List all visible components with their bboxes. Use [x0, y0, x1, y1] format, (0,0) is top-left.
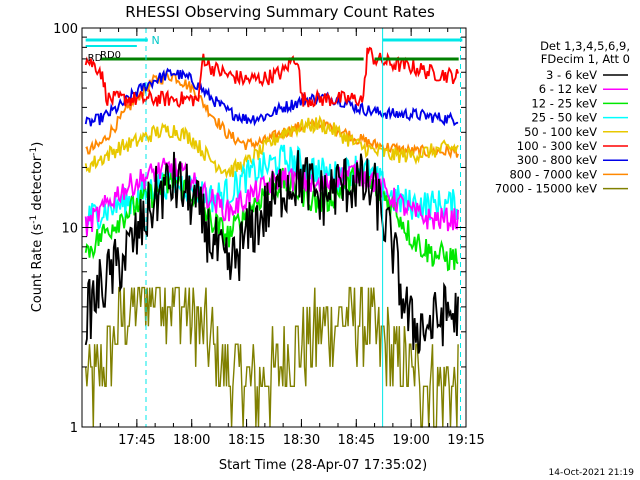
series-line-8 [85, 70, 459, 159]
x-tick-label-3: 18:15 [228, 433, 265, 448]
legend-label-1: 3 - 6 keV [546, 68, 597, 82]
y-tick-label-1: 1 [70, 421, 78, 436]
legend-label-8: 800 - 7000 keV [509, 167, 597, 181]
chart-title: RHESSI Observing Summary Count Rates [125, 3, 435, 21]
x-axis-label: Start Time (28-Apr-07 17:35:02) [219, 458, 427, 473]
series-line-7 [84, 67, 459, 127]
axis-ticks: 17:45 18:00 18:15 18:30 18:45 19:00 19:15 1 10 10… [53, 22, 485, 448]
footer-timestamp: 14-Oct-2021 21:19 [549, 468, 635, 478]
x-tick-label-7: 19:15 [447, 433, 484, 448]
night-flag-label: N [151, 34, 159, 47]
y-axis-label-part-1: Count Rate (s [30, 224, 45, 313]
x-tick-label-4: 18:30 [283, 433, 320, 448]
y-tick-label-2: 10 [61, 222, 78, 237]
legend-label-9: 7000 - 15000 keV [495, 182, 597, 196]
legend-label-4: 25 - 50 keV [531, 111, 597, 125]
series-line-6 [84, 46, 459, 108]
rd-flag-label: RD [88, 53, 103, 64]
series-line-9 [85, 286, 459, 428]
x-tick-label-1: 17:45 [118, 433, 155, 448]
x-tick-label-5: 18:45 [338, 433, 375, 448]
series-line-1 [84, 150, 459, 354]
y-axis-label-sup-1: -1 [29, 215, 39, 224]
legend: Det 1,3,4,5,6,9, FDecim 1, Att 0 3 - 6 k… [495, 39, 630, 196]
legend-label-2: 6 - 12 keV [539, 82, 597, 96]
legend-label-3: 12 - 25 keV [531, 96, 597, 110]
flag-layer: N RD [85, 34, 463, 64]
series-line-5 [84, 114, 459, 180]
y-axis-label-part-3: ) [30, 142, 45, 147]
y-axis-label: Count Rate (s-1 detector-1) [29, 142, 45, 313]
legend-label-6: 100 - 300 keV [517, 139, 597, 153]
y-axis-label-part-2: detector [30, 155, 45, 215]
rd0-marker-label: RD0 [100, 50, 121, 61]
x-tick-label-6: 19:00 [392, 433, 429, 448]
legend-label-5: 50 - 100 keV [524, 125, 597, 139]
y-tick-label-3: 100 [53, 22, 78, 37]
x-tick-label-2: 18:00 [173, 433, 210, 448]
y-axis-label-sup-2: -1 [29, 147, 39, 156]
legend-header-line-1: Det 1,3,4,5,6,9, [540, 39, 630, 53]
series-layer [84, 46, 459, 428]
legend-label-7: 300 - 800 keV [517, 153, 597, 167]
legend-header-line-2: FDecim 1, Att 0 [541, 52, 630, 66]
